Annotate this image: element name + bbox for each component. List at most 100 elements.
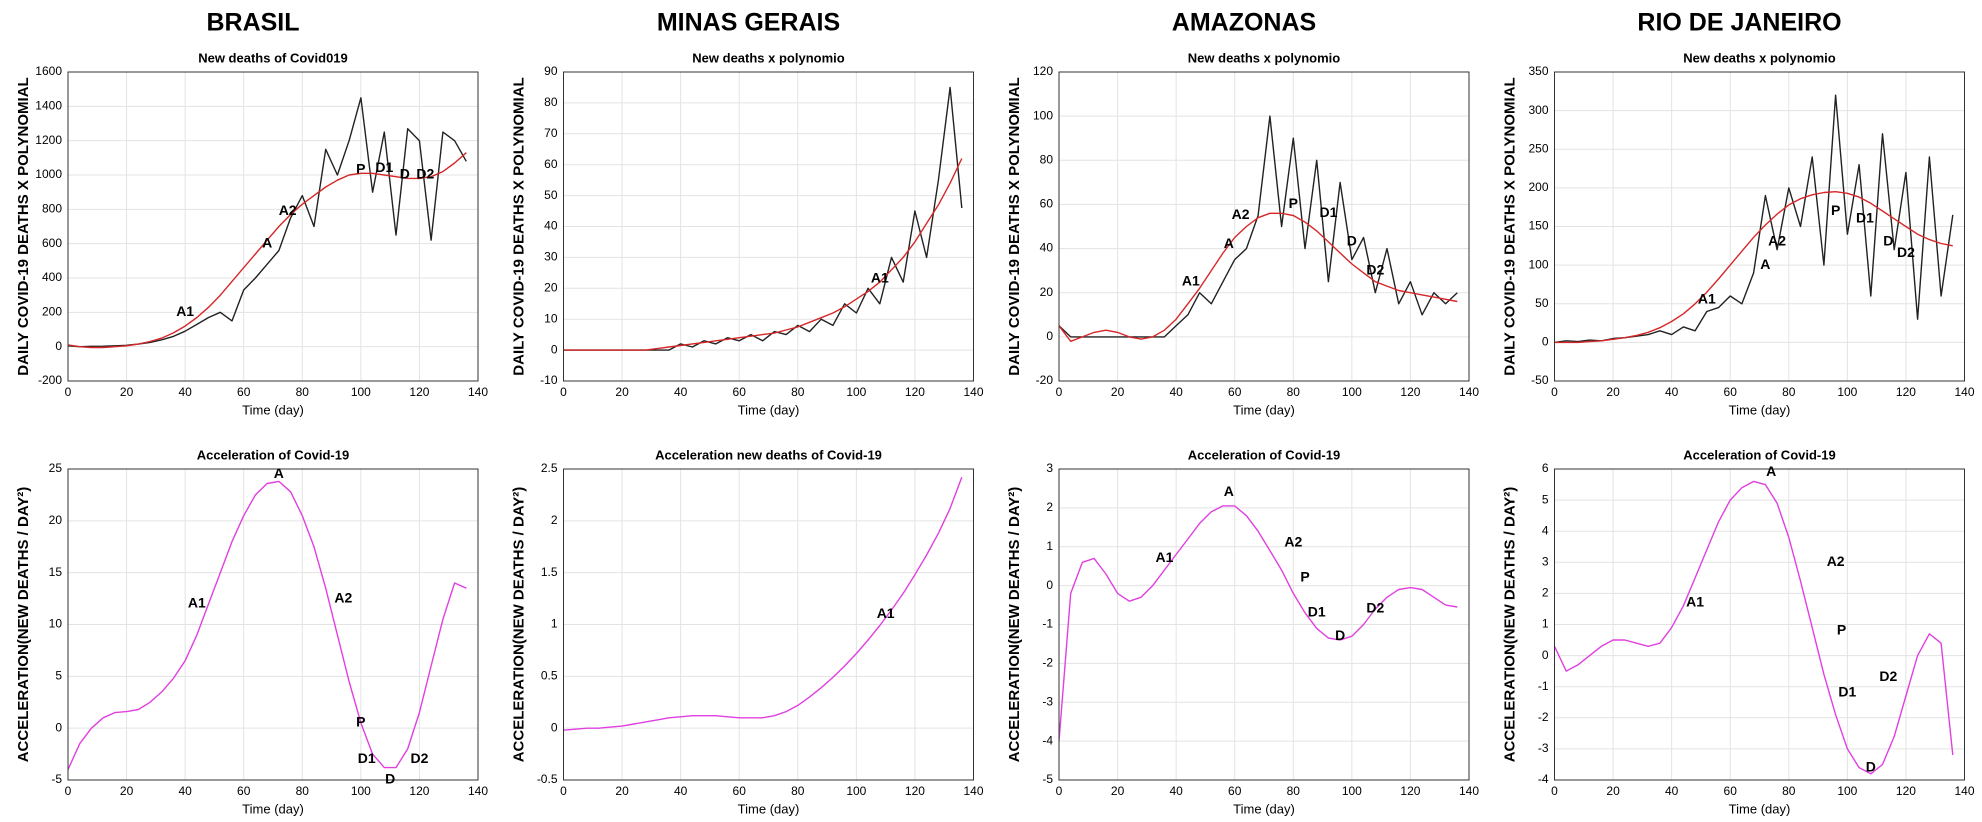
x-tick-label: 120 xyxy=(905,385,925,399)
y-tick-label: 2 xyxy=(551,513,558,527)
y-tick-label: -4 xyxy=(1538,772,1549,786)
y-tick-label: -1 xyxy=(1042,617,1053,631)
x-tick-label: 20 xyxy=(615,385,629,399)
y-tick-label: -0.5 xyxy=(537,772,558,786)
x-tick-label: 20 xyxy=(1111,784,1125,798)
x-tick-label: 120 xyxy=(409,385,429,399)
plot-frame xyxy=(1554,468,1965,781)
y-tick-label: 30 xyxy=(544,250,558,264)
plot-frame xyxy=(563,468,974,781)
x-tick-label: 140 xyxy=(1459,784,1479,798)
annotation: P xyxy=(1831,202,1840,218)
y-tick-label: 25 xyxy=(49,461,63,475)
annotation: D1 xyxy=(358,750,376,766)
y-tick-label: 800 xyxy=(42,202,62,216)
x-axis-label: Time (day) xyxy=(1729,402,1791,417)
x-tick-label: 20 xyxy=(120,385,134,399)
annotation: D1 xyxy=(1308,604,1326,620)
data-line xyxy=(68,152,467,349)
annotation: D2 xyxy=(1366,261,1384,277)
y-tick-label: 50 xyxy=(544,188,558,202)
y-axis-label: DAILY COVID-19 DEATHS X POLYNOMIAL xyxy=(1006,77,1023,375)
x-tick-label: 140 xyxy=(1459,385,1479,399)
panel-heading: MINAS GERAIS xyxy=(657,9,840,37)
x-tick-label: 100 xyxy=(1837,385,1857,399)
y-tick-label: 120 xyxy=(1033,64,1053,78)
y-tick-label: 70 xyxy=(544,126,558,140)
y-tick-label: 6 xyxy=(1542,461,1549,475)
y-tick-label: 0 xyxy=(55,720,62,734)
annotation: D2 xyxy=(1366,600,1384,616)
y-tick-label: 100 xyxy=(1528,257,1548,271)
annotation: A1 xyxy=(871,270,889,286)
x-tick-label: 80 xyxy=(791,385,805,399)
y-tick-label: 300 xyxy=(1528,103,1548,117)
plot-area xyxy=(68,72,478,381)
y-tick-label: 2 xyxy=(1542,586,1549,600)
annotation: A2 xyxy=(334,589,352,605)
x-axis-label: Time (day) xyxy=(738,402,800,417)
annotation: D2 xyxy=(1897,244,1915,260)
x-tick-label: 20 xyxy=(1606,784,1620,798)
x-tick-label: 100 xyxy=(351,385,371,399)
x-axis-label: Time (day) xyxy=(242,402,304,417)
annotation: D1 xyxy=(1838,684,1856,700)
y-tick-label: 1 xyxy=(551,617,558,631)
x-tick-label: 60 xyxy=(733,784,747,798)
y-tick-label: -2 xyxy=(1042,656,1053,670)
data-line xyxy=(563,158,963,351)
x-tick-label: 120 xyxy=(409,784,429,798)
y-tick-label: 1600 xyxy=(35,64,62,78)
x-tick-label: 0 xyxy=(1551,784,1558,798)
x-tick-label: 120 xyxy=(905,784,925,798)
annotation: A1 xyxy=(176,303,194,319)
plot-frame xyxy=(563,71,974,382)
y-tick-label: 2.5 xyxy=(541,461,558,475)
x-axis-label: Time (day) xyxy=(1233,801,1295,816)
plot-frame xyxy=(67,468,479,781)
y-tick-label: 80 xyxy=(544,95,558,109)
annotation: D xyxy=(385,771,395,787)
y-tick-label: 350 xyxy=(1528,64,1548,78)
y-tick-label: 400 xyxy=(42,270,62,284)
y-tick-label: 200 xyxy=(42,305,62,319)
panel-heading: BRASIL xyxy=(206,9,299,37)
annotation: A2 xyxy=(1232,206,1250,222)
y-tick-label: 600 xyxy=(42,236,62,250)
y-tick-label: 20 xyxy=(1040,285,1054,299)
plot-frame xyxy=(1554,71,1965,382)
y-tick-label: 4 xyxy=(1542,523,1549,537)
y-tick-label: 1400 xyxy=(35,99,62,113)
x-tick-label: 40 xyxy=(178,385,192,399)
annotation: D2 xyxy=(1879,668,1897,684)
annotation: D xyxy=(1335,627,1345,643)
annotation: A2 xyxy=(279,202,297,218)
y-tick-label: 200 xyxy=(1528,180,1548,194)
y-tick-label: 150 xyxy=(1528,219,1548,233)
annotation: A xyxy=(1224,235,1234,251)
y-axis-label: ACCELERATION(NEW DEATHS / DAY²) xyxy=(510,487,527,763)
y-tick-label: -20 xyxy=(1036,373,1054,387)
chart-title: Acceleration of Covid-19 xyxy=(197,447,349,462)
y-tick-label: -200 xyxy=(38,373,62,387)
y-tick-label: 0 xyxy=(1046,578,1053,592)
x-tick-label: 140 xyxy=(1954,385,1974,399)
x-tick-label: 0 xyxy=(1056,784,1063,798)
panel: Acceleration of Covid-190 20 40 60 80 100 120 1… xyxy=(15,447,488,816)
annotation: A2 xyxy=(1284,534,1302,550)
chart-title: Acceleration of Covid-19 xyxy=(1683,447,1835,462)
x-tick-label: 40 xyxy=(178,784,192,798)
x-tick-label: 60 xyxy=(1228,385,1242,399)
y-tick-label: -4 xyxy=(1042,733,1053,747)
y-tick-label: 90 xyxy=(544,64,558,78)
data-line xyxy=(563,477,963,731)
annotation: D1 xyxy=(1856,209,1874,225)
chart-title: New deaths x polynomio xyxy=(1188,50,1340,65)
x-tick-label: 20 xyxy=(615,784,629,798)
annotation: D xyxy=(1866,758,1876,774)
y-tick-label: 0 xyxy=(1046,329,1053,343)
data-line xyxy=(1059,505,1458,742)
annotation: A1 xyxy=(1155,549,1173,565)
annotation: A1 xyxy=(1698,291,1716,307)
x-tick-label: 120 xyxy=(1896,784,1916,798)
